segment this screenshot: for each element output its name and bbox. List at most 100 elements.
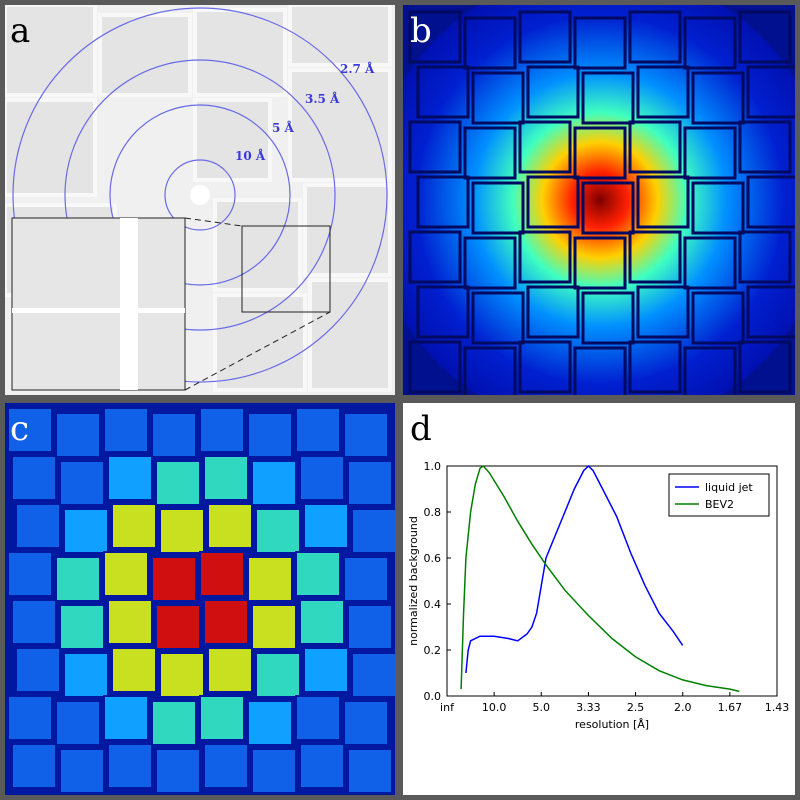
tile	[295, 695, 341, 741]
tile	[573, 346, 627, 395]
tile	[581, 71, 635, 125]
tile	[251, 748, 297, 794]
tile	[746, 175, 795, 229]
tile	[251, 460, 297, 506]
tile	[738, 120, 792, 174]
tile	[103, 551, 149, 597]
tile	[203, 599, 249, 645]
tile	[295, 407, 341, 453]
tile	[347, 460, 393, 506]
tile	[303, 647, 349, 693]
tile	[107, 599, 153, 645]
tile	[7, 551, 53, 597]
y-tick-label: 0.8	[424, 506, 442, 519]
tile	[5, 98, 97, 197]
tile	[573, 126, 627, 180]
x-tick-label: inf	[440, 701, 455, 714]
tile	[199, 407, 245, 453]
zoom-line	[184, 311, 331, 391]
tile	[7, 407, 53, 453]
tile	[691, 181, 745, 235]
tile	[573, 16, 627, 70]
tile	[636, 285, 690, 339]
tile	[55, 412, 101, 458]
panel-label: c	[10, 409, 29, 449]
tile	[526, 65, 580, 119]
resolution-rings	[12, 7, 388, 383]
tile	[299, 455, 345, 501]
tile	[251, 604, 297, 650]
panel-label: b	[410, 11, 432, 51]
tile	[463, 346, 517, 395]
legend	[668, 473, 770, 517]
tile	[98, 13, 192, 97]
tile	[59, 748, 105, 794]
y-tick-label: 1.0	[424, 460, 442, 473]
tile	[683, 16, 737, 70]
ring	[109, 104, 291, 286]
tile	[683, 126, 737, 180]
ring	[164, 159, 236, 231]
panel-d	[403, 403, 795, 795]
y-tick-label: 0.0	[424, 690, 442, 703]
legend-label: BEV2	[705, 498, 734, 511]
tile	[463, 16, 517, 70]
ring-label: 10 Å	[235, 148, 266, 163]
x-tick-label: 5.0	[533, 701, 551, 714]
tile	[636, 65, 690, 119]
tile	[463, 236, 517, 290]
tile	[59, 604, 105, 650]
tile	[471, 291, 525, 345]
tile	[11, 599, 57, 645]
tile	[518, 340, 572, 394]
ring	[64, 59, 336, 331]
tile	[738, 10, 792, 64]
tile	[628, 120, 682, 174]
tile	[416, 65, 470, 119]
tile	[107, 743, 153, 789]
inset-gap	[120, 218, 138, 390]
inset	[11, 217, 186, 391]
tile	[526, 175, 580, 229]
tile	[5, 5, 97, 97]
tile	[193, 98, 272, 182]
tile	[213, 198, 302, 292]
tile	[636, 175, 690, 229]
tile	[247, 412, 293, 458]
tile	[151, 700, 197, 746]
detector-tiles	[408, 10, 795, 395]
tile	[15, 647, 61, 693]
tile	[746, 65, 795, 119]
tile	[738, 230, 792, 284]
tile	[463, 126, 517, 180]
tile	[691, 71, 745, 125]
x-tick-label: 2.0	[674, 701, 692, 714]
tile	[746, 285, 795, 339]
tile	[288, 68, 392, 182]
panel-label: d	[410, 409, 432, 449]
tile	[159, 652, 205, 698]
plot-frame	[446, 465, 778, 697]
tile	[343, 412, 389, 458]
tile	[471, 181, 525, 235]
tile	[213, 293, 307, 392]
zoom-box	[241, 225, 331, 313]
line	[465, 464, 684, 674]
x-tick-label: 1.67	[718, 701, 743, 714]
tile	[155, 748, 201, 794]
tile	[159, 508, 205, 554]
tile	[255, 652, 301, 698]
x-tick-label: 10.0	[482, 701, 507, 714]
tile	[343, 556, 389, 602]
tile	[408, 10, 462, 64]
tile	[416, 285, 470, 339]
background-glow	[403, 5, 795, 395]
inset-gap	[12, 308, 185, 313]
tile	[199, 551, 245, 597]
tile	[628, 230, 682, 284]
x-tick-label: 2.5	[627, 701, 645, 714]
tile	[111, 503, 157, 549]
tile	[203, 455, 249, 501]
tile	[255, 508, 301, 554]
